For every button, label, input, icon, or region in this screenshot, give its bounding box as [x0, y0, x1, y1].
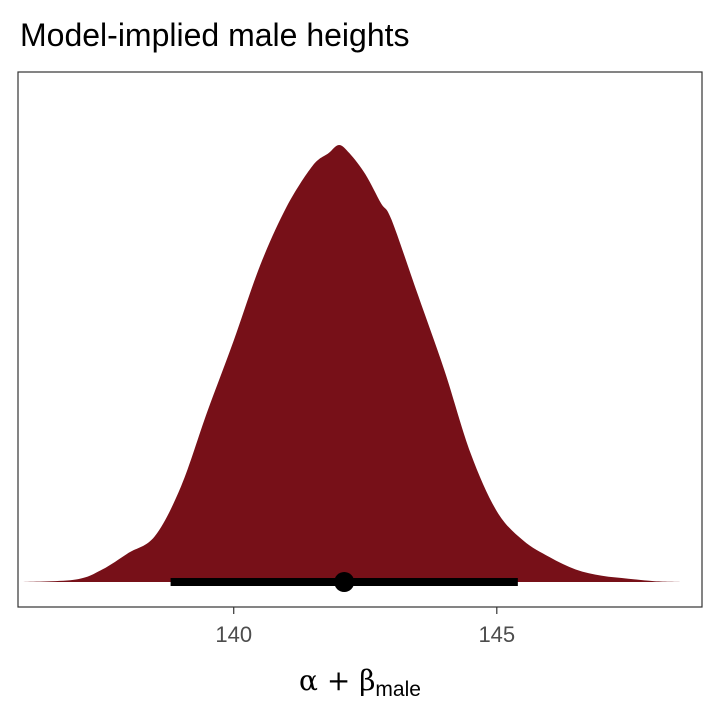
point-estimate: [334, 572, 355, 592]
density-area: [23, 145, 687, 582]
chart-title: Model-implied male heights: [20, 17, 410, 53]
x-axis-label-subscript: male: [375, 678, 421, 701]
x-axis-label-main: α + β: [299, 664, 375, 697]
x-tick-label: 140: [215, 622, 252, 647]
x-tick-label: 145: [478, 622, 515, 647]
x-axis: 140 145: [215, 607, 515, 647]
panel-border: [17, 71, 703, 608]
plot-panel: [17, 71, 703, 608]
x-axis-label: α + βmale: [299, 664, 421, 701]
